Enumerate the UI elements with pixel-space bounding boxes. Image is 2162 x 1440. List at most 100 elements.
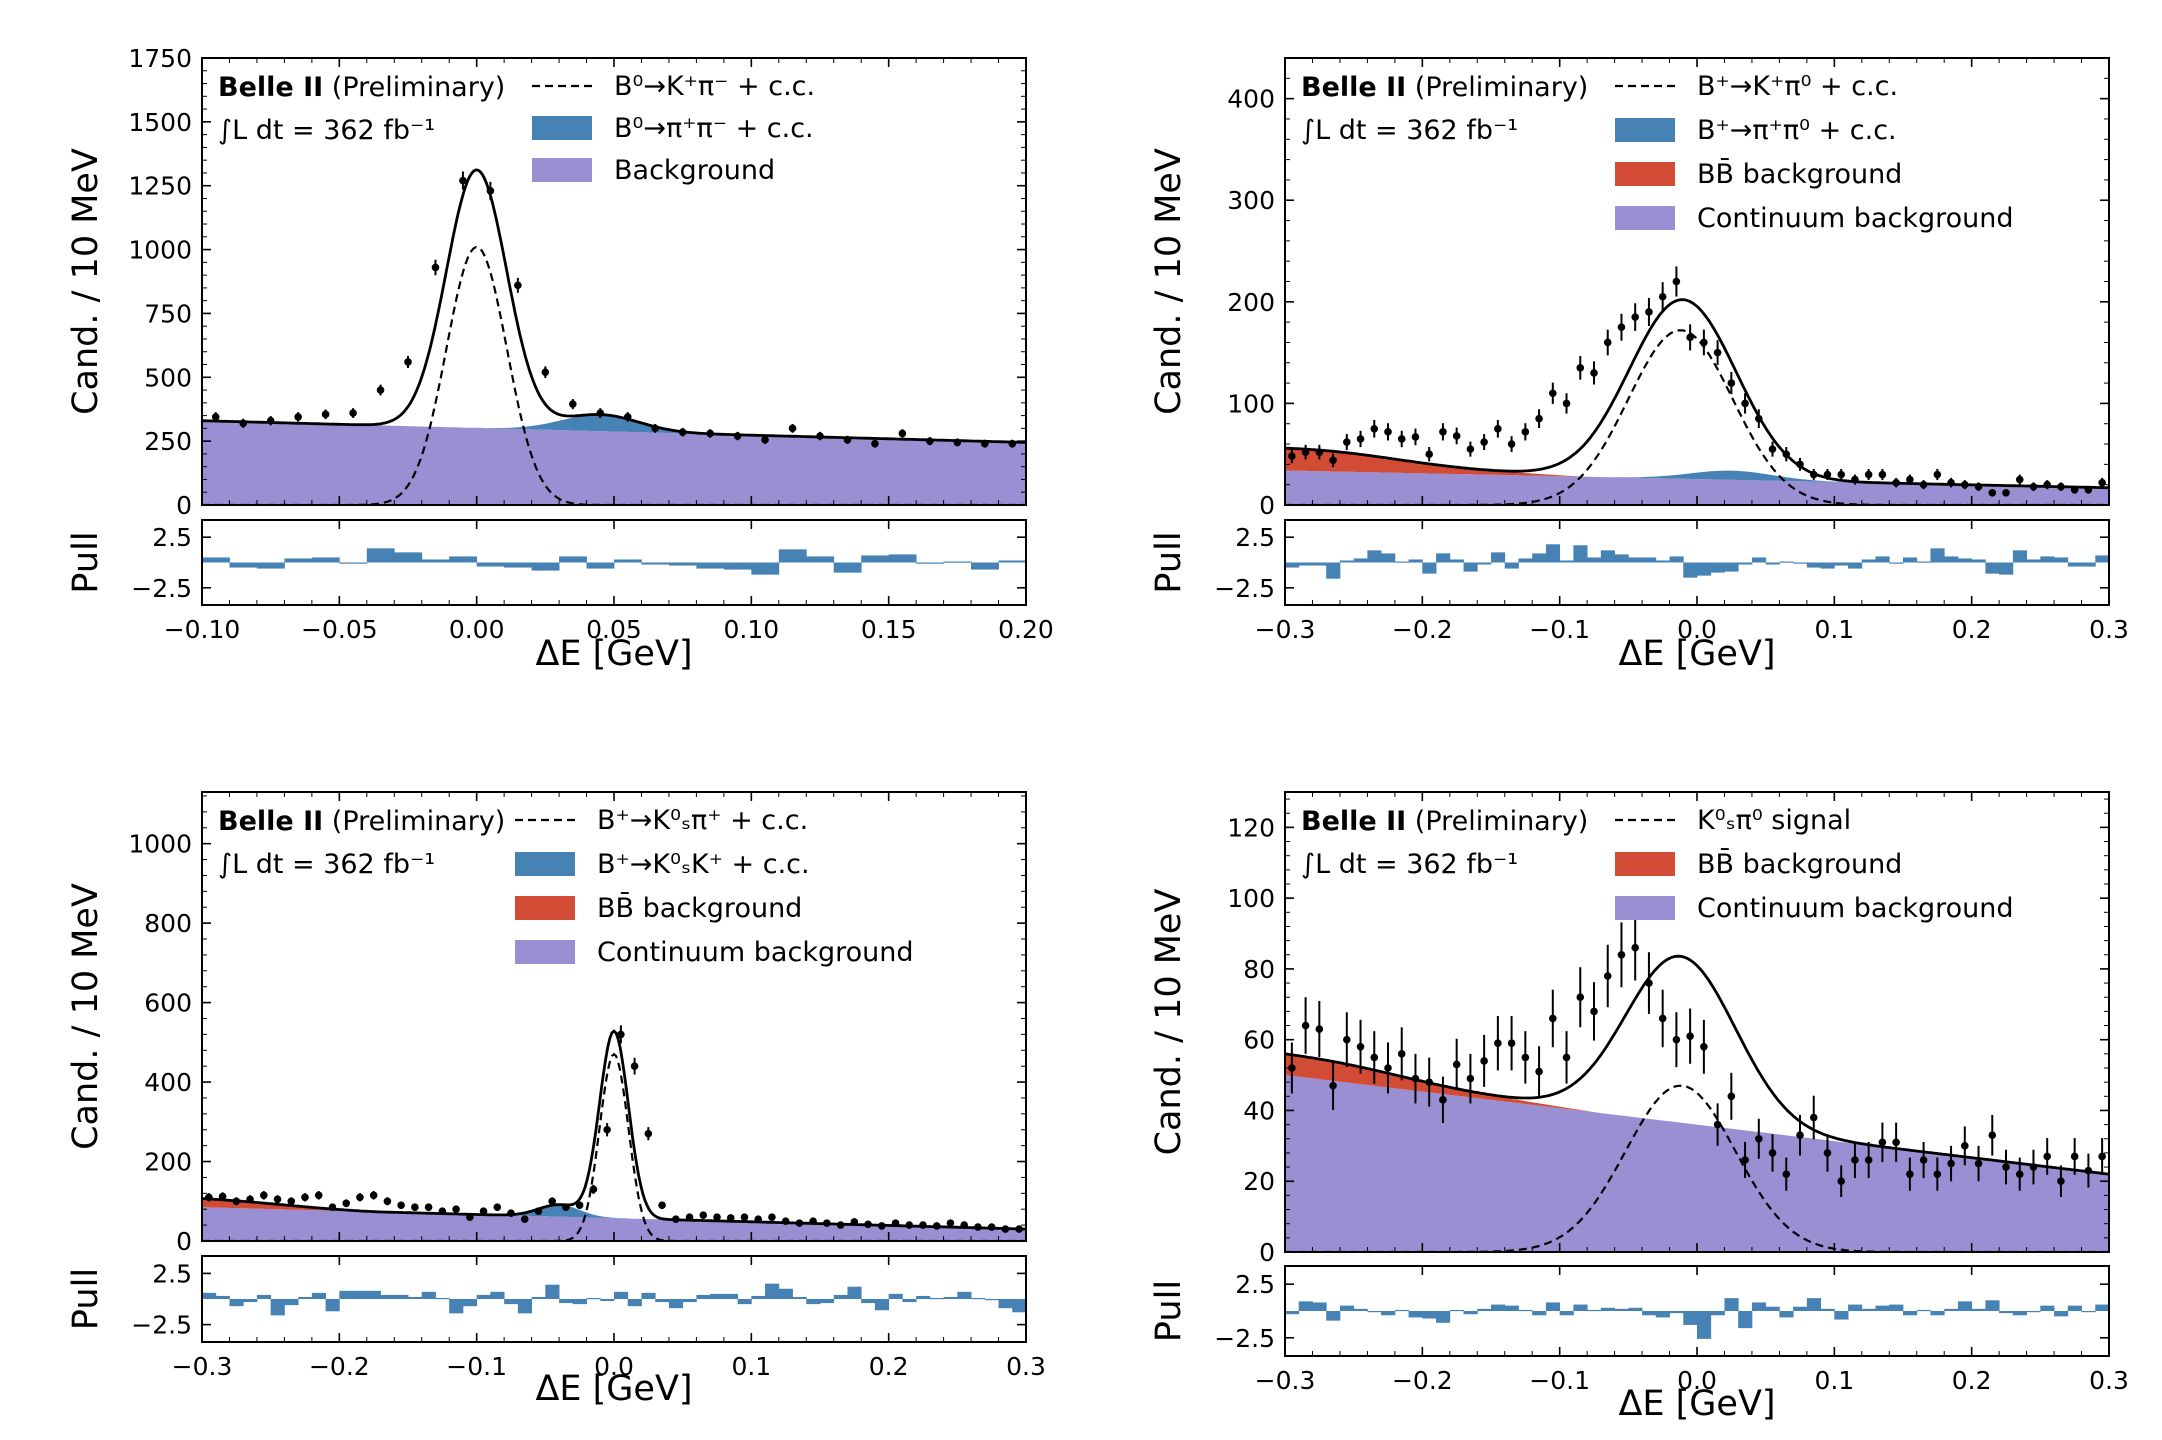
data-point bbox=[438, 1207, 447, 1215]
data-point bbox=[569, 400, 577, 408]
data-point bbox=[795, 1219, 804, 1227]
pull-bar bbox=[408, 1296, 423, 1299]
pull-bar bbox=[1491, 1304, 1506, 1311]
pull-bar bbox=[229, 1299, 244, 1307]
x-tick-label: −0.3 bbox=[1255, 615, 1316, 644]
data-point bbox=[1452, 1060, 1461, 1069]
pull-bar bbox=[655, 1299, 670, 1303]
data-point bbox=[404, 358, 412, 366]
pull-bar bbox=[1532, 553, 1547, 563]
pull-y-tick-label: 2.5 bbox=[152, 1259, 192, 1288]
x-tick-label: 0.3 bbox=[2089, 615, 2129, 644]
luminosity-label: ∫L dt = 362 fb⁻¹ bbox=[1301, 849, 1518, 880]
y-tick-label: 800 bbox=[144, 909, 192, 938]
data-point bbox=[1686, 1032, 1694, 1040]
data-point bbox=[1796, 460, 1804, 469]
pull-bar bbox=[1779, 1311, 1794, 1318]
pull-y-tick-label: 2.5 bbox=[1235, 1270, 1275, 1299]
x-tick-label: −0.2 bbox=[1392, 615, 1453, 644]
data-point bbox=[788, 424, 797, 433]
data-point bbox=[1301, 448, 1310, 456]
data-point bbox=[1851, 1156, 1859, 1164]
legend-swatch-signal bbox=[515, 852, 575, 876]
legend-label: Background bbox=[614, 155, 775, 186]
pull-bar bbox=[1806, 562, 1821, 568]
pull-bar bbox=[696, 1294, 711, 1299]
pull-bar bbox=[1353, 1308, 1368, 1311]
experiment-note: (Preliminary) bbox=[323, 806, 505, 837]
data-point bbox=[1370, 1053, 1379, 1062]
pull-bar bbox=[1889, 1304, 1904, 1311]
data-point bbox=[1015, 1225, 1023, 1233]
data-point bbox=[541, 368, 550, 376]
total-fit-curve bbox=[202, 168, 1026, 444]
data-point bbox=[2015, 475, 2024, 484]
plot-area bbox=[202, 1025, 1026, 1241]
pull-bar bbox=[311, 1292, 326, 1299]
data-point bbox=[589, 1185, 598, 1194]
data-point bbox=[1933, 470, 1942, 479]
data-point bbox=[781, 1217, 790, 1225]
pull-bar bbox=[1944, 1308, 1959, 1311]
data-point bbox=[1837, 1177, 1845, 1186]
pull-bar bbox=[1683, 562, 1698, 578]
legend-label: B⁺→K⁰ₛK⁺ + c.c. bbox=[597, 849, 810, 880]
pull-bar bbox=[1861, 1308, 1876, 1311]
data-point bbox=[1755, 414, 1763, 423]
data-point bbox=[349, 409, 357, 417]
data-point bbox=[424, 1203, 433, 1212]
pull-bar bbox=[545, 1284, 560, 1299]
pull-bar bbox=[1312, 1302, 1327, 1311]
pull-bar bbox=[888, 554, 917, 563]
data-point bbox=[946, 1219, 955, 1227]
legend-label: B⁰→π⁺π⁻ + c.c. bbox=[614, 113, 814, 144]
pull-bar bbox=[614, 559, 642, 563]
legend-label: BB̄ background bbox=[1697, 158, 1902, 190]
pull-bar bbox=[614, 1291, 629, 1299]
data-point bbox=[1343, 1035, 1351, 1044]
pull-bar bbox=[998, 1299, 1013, 1309]
pull-bar bbox=[449, 1299, 464, 1314]
pull-bar bbox=[1285, 562, 1300, 568]
data-point bbox=[1329, 456, 1337, 465]
pull-bar bbox=[1408, 559, 1423, 563]
data-point bbox=[1864, 470, 1873, 479]
experiment-name: Belle II bbox=[1301, 72, 1406, 103]
data-point bbox=[1755, 1134, 1763, 1143]
pull-bar bbox=[559, 1299, 574, 1304]
data-point bbox=[1549, 389, 1557, 398]
data-point bbox=[1425, 1078, 1433, 1086]
y-tick-label: 1750 bbox=[128, 44, 192, 73]
legend-entry: Continuum background bbox=[1615, 893, 2014, 924]
pull-bar bbox=[394, 552, 423, 563]
data-point bbox=[1384, 428, 1392, 436]
pull-panel: 2.5 −2.5 −0.3 −0.2 −0.1 0.0 0.1 0.2 0.3 Pull bbox=[1149, 1265, 2129, 1395]
y-axis-label: Cand. / 10 MeV bbox=[66, 883, 106, 1150]
y-tick-label: 0 bbox=[176, 1227, 192, 1256]
pull-bar bbox=[696, 562, 725, 569]
pull-bar bbox=[1793, 562, 1808, 564]
y-tick-label: 600 bbox=[144, 989, 192, 1018]
pull-bar bbox=[1655, 560, 1670, 563]
pull-bar bbox=[1545, 544, 1561, 563]
data-point bbox=[2002, 489, 2010, 497]
pull-bar bbox=[943, 561, 972, 563]
y-tick-label: 100 bbox=[1227, 389, 1275, 418]
data-point bbox=[1741, 399, 1749, 408]
data-point bbox=[699, 1211, 708, 1219]
y-tick-label: 40 bbox=[1243, 1096, 1275, 1125]
data-point bbox=[1686, 333, 1694, 342]
pull-axis-label: Pull bbox=[66, 531, 106, 593]
pull-bar bbox=[1916, 1309, 1931, 1312]
data-point bbox=[1466, 1074, 1475, 1083]
pull-bar bbox=[2095, 1304, 2110, 1311]
data-point bbox=[768, 1213, 776, 1221]
pull-bar bbox=[710, 1293, 725, 1299]
pull-bar bbox=[1353, 558, 1368, 563]
pull-axis-label: Pull bbox=[66, 1268, 106, 1330]
data-point bbox=[1906, 1170, 1914, 1178]
data-point bbox=[507, 1209, 515, 1217]
pull-bar bbox=[751, 1295, 766, 1299]
data-point bbox=[1288, 1064, 1296, 1072]
legend-entry: BB̄ background bbox=[515, 892, 802, 924]
